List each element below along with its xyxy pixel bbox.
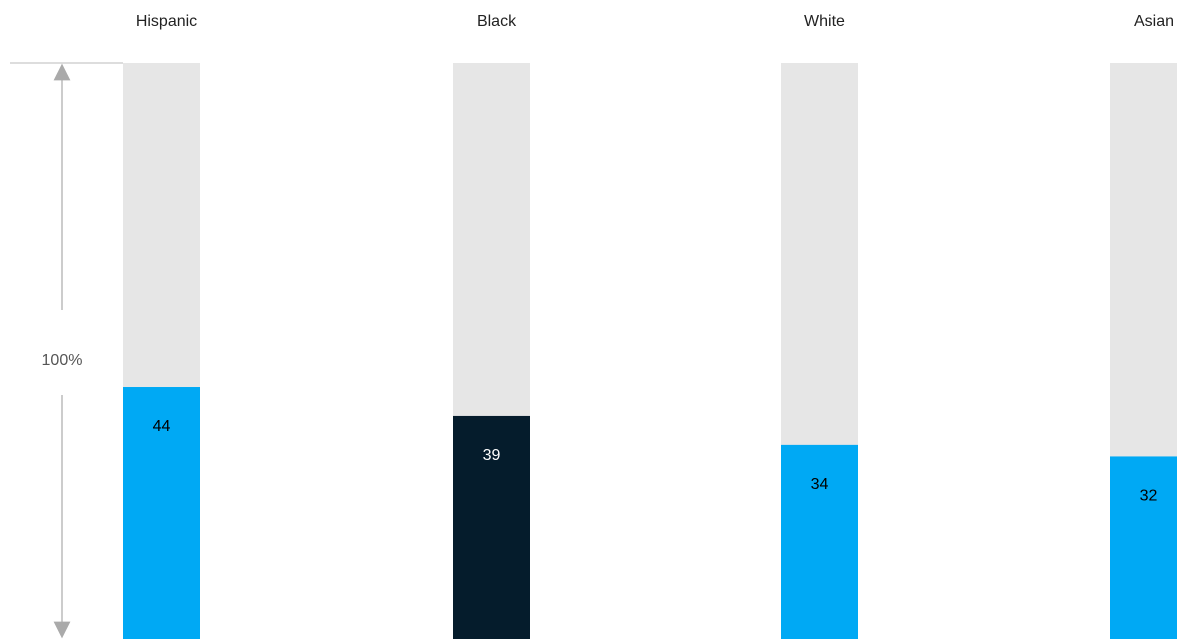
value-label: 39 — [483, 447, 501, 464]
category-label: Asian — [1134, 13, 1174, 30]
bar — [781, 444, 858, 639]
bar — [123, 387, 200, 639]
bar — [1110, 456, 1177, 639]
value-label: 34 — [811, 476, 829, 493]
category-label: Hispanic — [136, 13, 197, 30]
axis-label: 100% — [42, 352, 83, 369]
category-label: White — [804, 13, 845, 30]
value-label: 44 — [153, 418, 171, 435]
bar — [453, 415, 530, 639]
category-label: Black — [477, 13, 517, 30]
value-label: 32 — [1140, 488, 1158, 505]
